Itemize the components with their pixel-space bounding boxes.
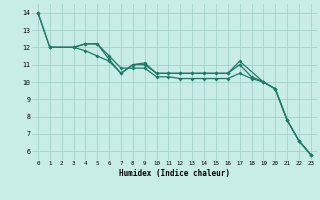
X-axis label: Humidex (Indice chaleur): Humidex (Indice chaleur) bbox=[119, 169, 230, 178]
